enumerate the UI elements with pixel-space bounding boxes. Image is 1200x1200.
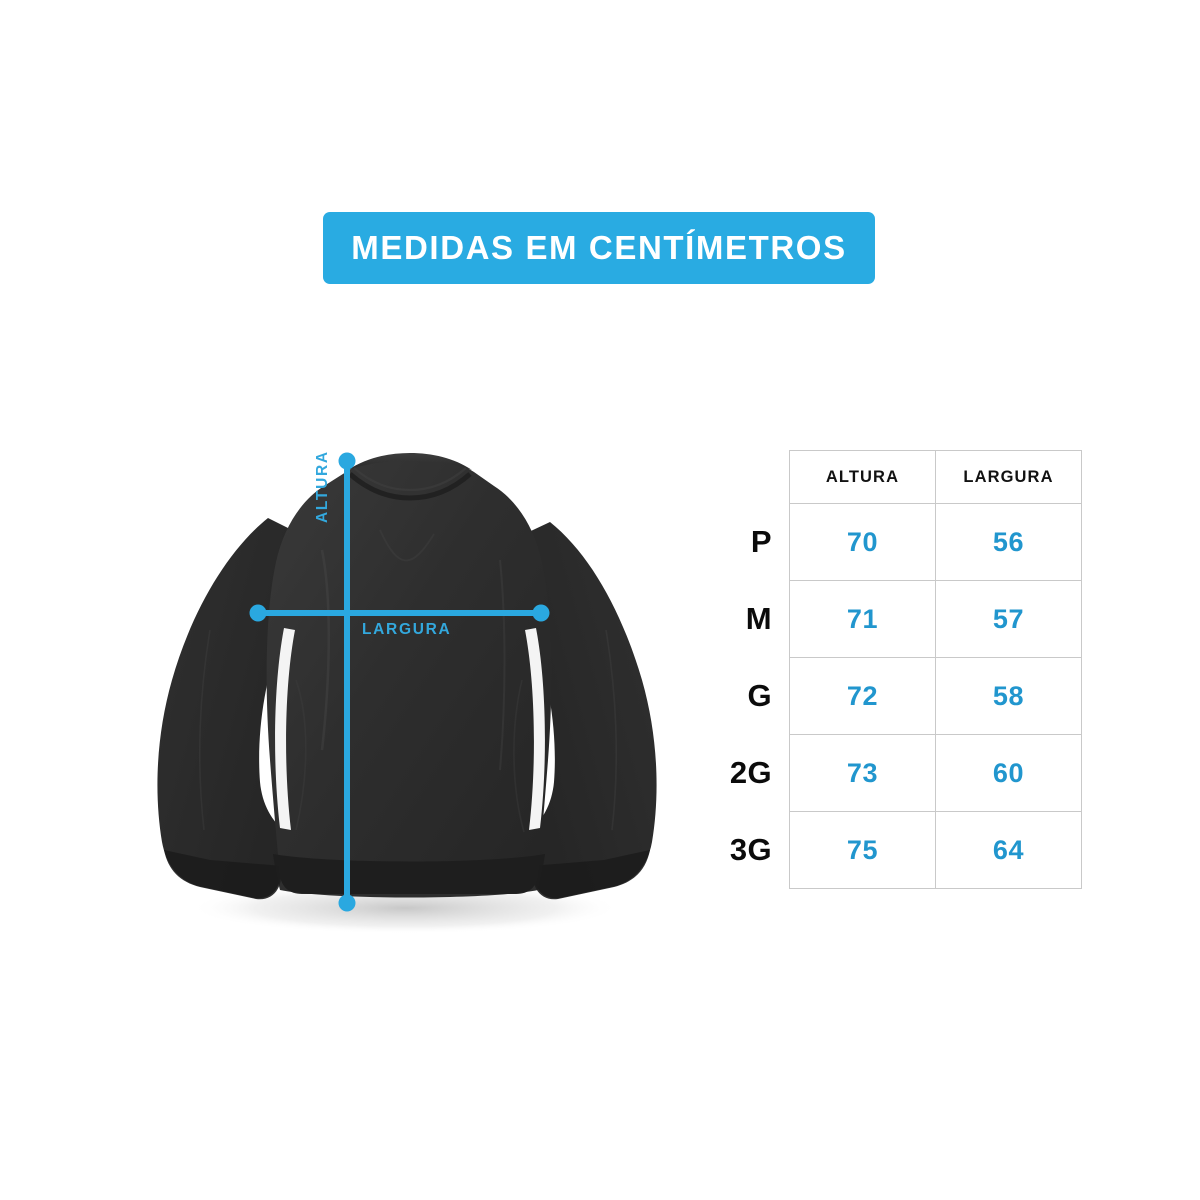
size-table-container: ALTURA LARGURA P 70 56 M 71 57 G 72 58 2… [700, 450, 1082, 889]
column-header-altura: ALTURA [789, 450, 936, 504]
altura-line-label: ALTURA [314, 450, 331, 523]
garment-illustration [150, 430, 670, 940]
value-largura-3g: 64 [935, 811, 1082, 889]
banner-label: MEDIDAS EM CENTÍMETROS [351, 229, 847, 266]
right-sleeve-cuff [531, 850, 650, 900]
bottom-hem [273, 854, 545, 898]
size-label-2g: 2G [729, 755, 772, 790]
value-largura-2g: 60 [935, 734, 1082, 812]
garment-shadow [190, 882, 620, 934]
size-label-m: M [745, 601, 772, 636]
value-altura-m: 71 [789, 580, 936, 658]
measurements-unit-banner: MEDIDAS EM CENTÍMETROS [323, 212, 875, 284]
size-table: ALTURA LARGURA P 70 56 M 71 57 G 72 58 2… [700, 450, 1082, 889]
value-largura-g: 58 [935, 657, 1082, 735]
sweatshirt-graphic [157, 453, 657, 934]
collar [348, 453, 472, 470]
sweatshirt-body [266, 454, 552, 894]
table-row: G 72 58 [700, 657, 1082, 735]
table-row: M 71 57 [700, 580, 1082, 658]
table-row: 2G 73 60 [700, 734, 1082, 812]
left-sleeve-cuff [164, 850, 283, 900]
size-label-p: P [750, 524, 772, 559]
value-altura-g: 72 [789, 657, 936, 735]
table-row: 3G 75 64 [700, 811, 1082, 889]
size-label-3g: 3G [729, 832, 772, 867]
neckline-opening [348, 472, 472, 501]
column-header-largura: LARGURA [935, 450, 1082, 504]
size-label-g: G [747, 678, 772, 713]
collar-rib [353, 467, 467, 492]
value-altura-2g: 73 [789, 734, 936, 812]
right-sleeve-gap [525, 628, 545, 830]
value-altura-p: 70 [789, 503, 936, 581]
value-largura-m: 57 [935, 580, 1082, 658]
left-sleeve-gap [275, 628, 295, 830]
largura-line-label: LARGURA [362, 621, 452, 638]
value-altura-3g: 75 [789, 811, 936, 889]
value-largura-p: 56 [935, 503, 1082, 581]
size-column-header [700, 451, 790, 504]
table-row: P 70 56 [700, 503, 1082, 581]
table-header-row: ALTURA LARGURA [700, 450, 1082, 504]
fabric-folds [198, 529, 618, 833]
